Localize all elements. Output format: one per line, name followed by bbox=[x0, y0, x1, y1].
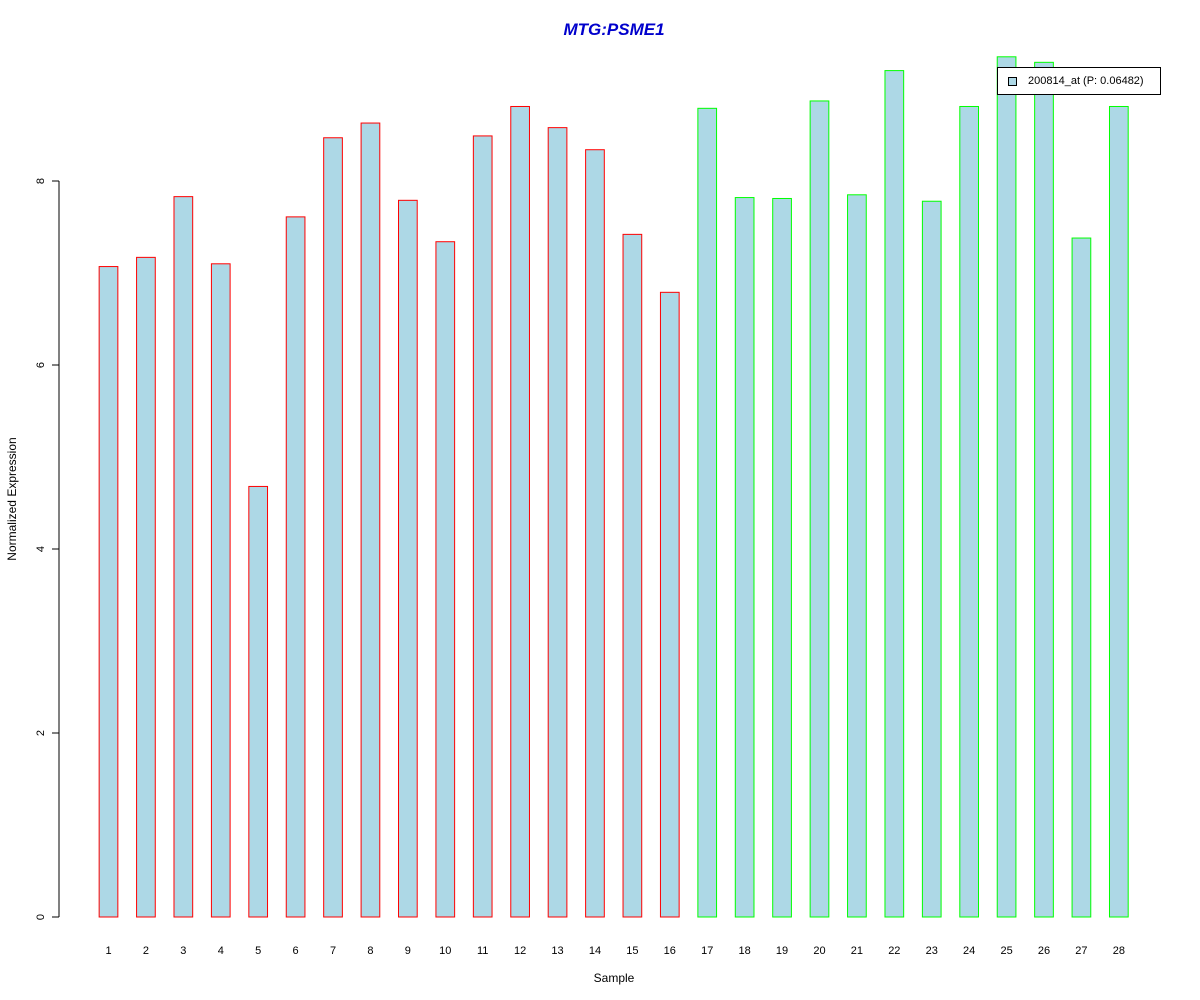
bar-sample-28 bbox=[1108, 105, 1129, 918]
x-tick-label: 23 bbox=[926, 945, 938, 957]
x-tick-label: 5 bbox=[255, 945, 261, 957]
y-tick-label: 2 bbox=[35, 730, 47, 736]
y-tick-label: 6 bbox=[35, 362, 47, 368]
bar-sample-19 bbox=[772, 197, 792, 918]
bar-sample-26 bbox=[1034, 61, 1054, 918]
legend-swatch bbox=[1008, 77, 1017, 86]
x-tick-label: 13 bbox=[551, 945, 563, 957]
bar-sample-2 bbox=[136, 256, 156, 918]
bar-sample-13 bbox=[547, 127, 568, 918]
bar-sample-16 bbox=[659, 291, 680, 918]
x-tick-label: 22 bbox=[888, 945, 900, 957]
chart-title: MTG:PSME1 bbox=[563, 20, 665, 39]
x-tick-label: 14 bbox=[589, 945, 601, 957]
x-tick-label: 19 bbox=[776, 945, 788, 957]
x-tick-label: 26 bbox=[1038, 945, 1050, 957]
bar-sample-10 bbox=[435, 241, 456, 918]
bar-sample-15 bbox=[622, 233, 643, 918]
x-tick-labels: 1 2 3 4 5 6 7 8 9 10 11 12 13 14 15 16 17 18 19 20 21 22 23 24 2… bbox=[105, 945, 1125, 957]
bar-sample-8 bbox=[360, 122, 381, 918]
bar-sample-5 bbox=[248, 485, 269, 918]
y-tick-label: 0 bbox=[35, 914, 47, 920]
x-tick-label: 18 bbox=[739, 945, 751, 957]
x-tick-label: 15 bbox=[626, 945, 638, 957]
x-tick-label: 7 bbox=[330, 945, 336, 957]
bar-sample-23 bbox=[921, 200, 942, 918]
x-tick-label: 6 bbox=[293, 945, 299, 957]
x-tick-label: 25 bbox=[1000, 945, 1012, 957]
x-tick-label: 10 bbox=[439, 945, 451, 957]
x-tick-label: 1 bbox=[105, 945, 111, 957]
x-axis-label: Sample bbox=[593, 971, 635, 985]
x-tick-label: 2 bbox=[143, 945, 149, 957]
bar-sample-9 bbox=[398, 199, 418, 918]
x-tick-label: 24 bbox=[963, 945, 975, 957]
bar-sample-27 bbox=[1071, 237, 1092, 918]
x-tick-label: 12 bbox=[514, 945, 526, 957]
bar-sample-7 bbox=[323, 137, 343, 918]
x-tick-label: 4 bbox=[218, 945, 224, 957]
x-tick-label: 9 bbox=[405, 945, 411, 957]
bar-sample-6 bbox=[285, 216, 306, 918]
x-tick-label: 17 bbox=[701, 945, 713, 957]
legend-entry: 200814_at (P: 0.06482) bbox=[1028, 75, 1144, 87]
bar-sample-22 bbox=[884, 70, 905, 918]
bar-sample-12 bbox=[510, 105, 530, 918]
y-axis: 0 2 4 6 8 bbox=[35, 178, 60, 920]
x-tick-label: 16 bbox=[664, 945, 676, 957]
bar-sample-3 bbox=[173, 196, 194, 918]
bar-sample-25 bbox=[996, 56, 1017, 918]
y-tick-label: 4 bbox=[35, 546, 47, 552]
bar-sample-24 bbox=[959, 105, 980, 918]
x-tick-label: 11 bbox=[477, 945, 488, 957]
x-tick-label: 20 bbox=[813, 945, 825, 957]
y-tick-label: 8 bbox=[35, 178, 47, 184]
x-tick-label: 28 bbox=[1113, 945, 1125, 957]
bars bbox=[98, 56, 1129, 918]
x-tick-label: 27 bbox=[1075, 945, 1087, 957]
bar-sample-18 bbox=[734, 197, 755, 918]
y-axis-label: Normalized Expression bbox=[5, 437, 19, 561]
bar-sample-17 bbox=[697, 107, 718, 918]
bar-sample-21 bbox=[847, 194, 867, 918]
bar-sample-1 bbox=[98, 266, 119, 918]
legend: 200814_at (P: 0.06482) bbox=[997, 67, 1161, 95]
x-tick-label: 3 bbox=[180, 945, 186, 957]
bar-sample-20 bbox=[809, 100, 830, 918]
bar-sample-11 bbox=[472, 135, 493, 918]
x-tick-label: 21 bbox=[851, 945, 863, 957]
bar-sample-4 bbox=[210, 263, 231, 918]
x-tick-label: 8 bbox=[367, 945, 373, 957]
bar-sample-14 bbox=[585, 149, 605, 918]
